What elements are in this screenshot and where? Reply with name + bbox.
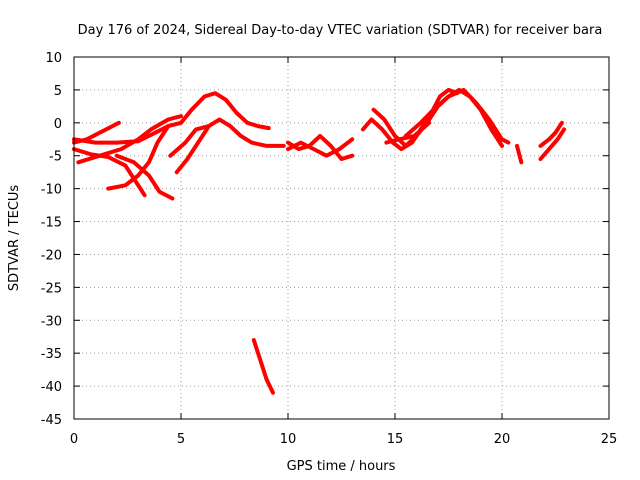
y-tick-label: 0 [54,117,62,132]
tick-label-layer: 10 5 0 -5 -10 -15 -20 -25 -30 -35 -40 -45 0 5 10 15 20 25 [41,51,618,447]
data-series-track-15 [384,120,432,145]
y-tick-label: -5 [49,150,62,165]
x-tick-label: 20 [494,432,511,447]
data-series-track-11 [251,338,275,395]
plot-frame [73,56,610,420]
data-series-track-8 [168,124,211,158]
x-tick-label: 10 [280,432,297,447]
data-series-track-16 [515,143,524,165]
series-layer [72,87,567,395]
data-series-track-6 [114,153,175,201]
y-tick-label: 10 [45,51,62,66]
y-tick-label: -40 [41,380,62,395]
x-tick-label: 15 [387,432,404,447]
y-tick-label: -30 [41,314,62,329]
y-axis-label: SDTVAR / TECUs [7,185,22,292]
data-series-track-2 [72,147,147,198]
x-axis-label: GPS time / hours [287,459,396,474]
x-tick-label: 0 [70,432,78,447]
data-series-track-4 [76,114,183,165]
y-tick-label: -35 [41,347,62,362]
data-series-track-17 [538,120,564,148]
data-series-track-10 [286,137,355,158]
x-tick-label: 25 [601,432,618,447]
data-series-track-18 [538,127,567,161]
y-tick-label: -45 [41,413,62,428]
y-tick-label: -10 [41,183,62,198]
data-series-track-3 [72,124,171,145]
chart-title: Day 176 of 2024, Sidereal Day-to-day VTE… [78,23,603,38]
y-tick-label: 5 [54,84,62,99]
data-series-track-14 [403,87,511,145]
data-series-track-7 [174,117,286,175]
data-series-track-9 [286,134,355,161]
y-tick-label: -20 [41,248,62,263]
x-tick-label: 5 [177,432,185,447]
y-tick-label: -25 [41,281,62,296]
y-tick-label: -15 [41,216,62,231]
tick-layer [73,56,610,420]
